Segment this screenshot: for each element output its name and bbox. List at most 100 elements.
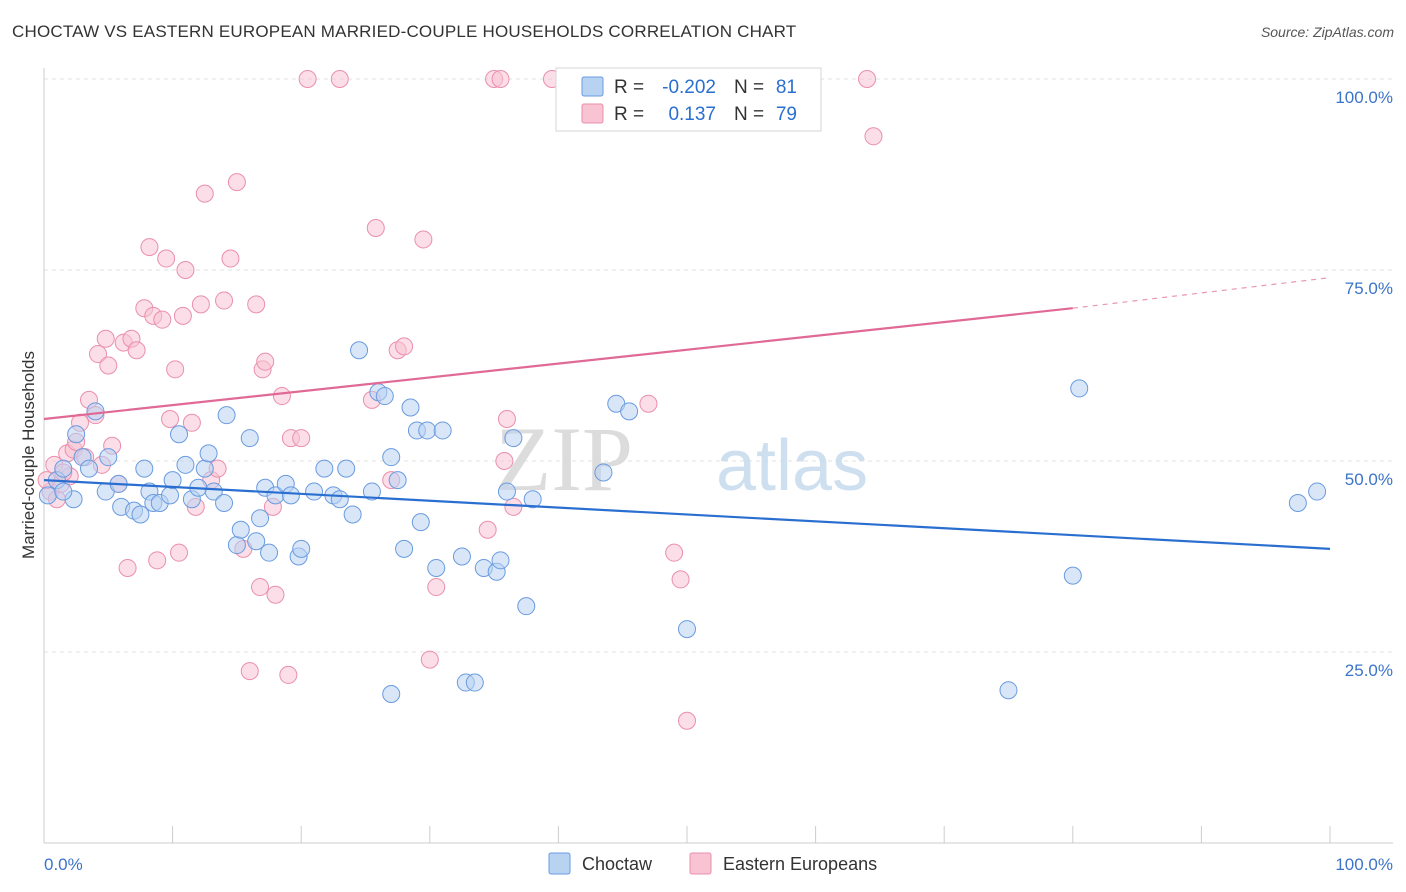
eastern-point-15: [99, 356, 118, 375]
eastern-point-36: [195, 184, 214, 203]
choctaw-point-7: [86, 402, 105, 421]
choctaw-point-75: [1063, 566, 1082, 585]
eastern-points: [37, 70, 883, 730]
choctaw-point-24: [195, 459, 214, 478]
choctaw-point-33: [251, 509, 270, 528]
choctaw-point-70: [594, 463, 613, 482]
legend-choctaw-swatch: [548, 852, 571, 875]
eastern-point-26: [153, 310, 172, 329]
axes: [43, 68, 1393, 844]
choctaw-point-80: [54, 482, 73, 501]
choctaw-point-67: [504, 429, 523, 448]
choctaw-point-13: [131, 505, 150, 524]
choctaw-point-42: [315, 459, 334, 478]
eastern-point-73: [671, 570, 690, 589]
choctaw-points: [38, 341, 1327, 704]
eastern-point-69: [504, 497, 523, 516]
choctaw-point-40: [292, 539, 311, 558]
choctaw-point-52: [388, 471, 407, 490]
y-tick-labels: 25.0% 50.0% 75.0% 100.0%: [1335, 88, 1393, 680]
eastern-point-60: [395, 337, 414, 356]
watermark-atlas: atlas: [716, 426, 868, 506]
choctaw-point-18: [161, 486, 180, 505]
eastern-point-27: [157, 249, 176, 268]
stats-legend: R = -0.202 N = 81 R = 0.137 N = 79: [555, 67, 822, 132]
eastern-point-71: [639, 394, 658, 413]
eastern-point-39: [215, 291, 234, 310]
eastern-point-30: [170, 543, 189, 562]
eastern-trendline: [43, 307, 1073, 421]
eastern-point-43: [240, 662, 259, 681]
eastern-point-68: [497, 409, 516, 428]
legend-choctaw-label: Choctaw: [582, 854, 653, 874]
choctaw-point-29: [227, 536, 246, 555]
choctaw-point-21: [176, 455, 195, 474]
eastern-r-label: R =: [614, 104, 644, 125]
choctaw-point-30: [231, 520, 250, 539]
choctaw-point-78: [1308, 482, 1327, 501]
eastern-point-74: [678, 711, 696, 730]
eastern-point-75: [858, 70, 877, 88]
eastern-point-33: [182, 413, 201, 432]
y-tick-label-50: 50.0%: [1345, 470, 1393, 489]
bottom-legend: Choctaw Eastern Europeans: [548, 852, 877, 875]
choctaw-point-50: [375, 387, 394, 406]
eastern-point-66: [491, 70, 510, 88]
eastern-point-29: [166, 360, 185, 379]
eastern-point-31: [173, 306, 192, 325]
eastern-point-35: [191, 295, 210, 314]
eastern-point-23: [140, 238, 159, 257]
choctaw-point-72: [620, 402, 639, 421]
chart-title: CHOCTAW VS EASTERN EUROPEAN MARRIED-COUP…: [12, 22, 797, 41]
x-tick-label-max: 100.0%: [1335, 855, 1393, 874]
eastern-point-25: [148, 551, 167, 570]
choctaw-point-4: [67, 425, 86, 444]
choctaw-point-45: [337, 459, 356, 478]
legend-eastern-swatch: [689, 852, 712, 875]
choctaw-point-58: [427, 558, 446, 577]
y-tick-label-100: 100.0%: [1335, 88, 1393, 107]
choctaw-n-label: N =: [734, 77, 764, 98]
eastern-swatch: [581, 103, 604, 124]
eastern-point-67: [495, 452, 514, 470]
choctaw-point-65: [491, 551, 510, 570]
choctaw-point-54: [401, 398, 420, 417]
choctaw-trendline: [43, 479, 1331, 550]
eastern-point-53: [292, 429, 311, 448]
eastern-point-47: [256, 352, 275, 371]
gridlines: [44, 78, 1393, 653]
watermark-zip: ZIP: [495, 408, 633, 510]
choctaw-point-59: [433, 421, 452, 440]
choctaw-point-48: [362, 482, 381, 501]
y-tick-label-25: 25.0%: [1345, 661, 1393, 680]
x-tick-label-min: 0.0%: [44, 855, 83, 874]
choctaw-point-56: [411, 513, 430, 532]
choctaw-point-69: [523, 490, 542, 509]
eastern-point-12: [89, 345, 108, 364]
choctaw-point-73: [678, 620, 696, 639]
legend-eastern-label: Eastern Europeans: [723, 854, 877, 874]
eastern-point-55: [330, 70, 349, 88]
choctaw-point-60: [452, 547, 471, 566]
choctaw-point-74: [999, 681, 1018, 700]
choctaw-point-25: [199, 444, 218, 463]
eastern-point-14: [96, 329, 115, 348]
eastern-r-value: 0.137: [668, 104, 716, 125]
choctaw-point-47: [350, 341, 369, 360]
eastern-point-32: [176, 261, 195, 279]
choctaw-point-14: [135, 459, 154, 478]
y-tick-label-75: 75.0%: [1345, 279, 1393, 298]
choctaw-point-77: [1288, 494, 1307, 513]
eastern-point-54: [298, 70, 317, 88]
choctaw-point-66: [497, 482, 516, 501]
eastern-point-19: [118, 558, 137, 577]
y-axis-label: Married-couple Households: [19, 351, 38, 559]
eastern-point-49: [266, 585, 285, 604]
eastern-point-21: [127, 341, 146, 360]
eastern-point-63: [427, 578, 446, 597]
choctaw-point-32: [247, 532, 266, 551]
choctaw-point-53: [395, 539, 414, 558]
eastern-point-61: [414, 230, 433, 249]
eastern-point-45: [251, 578, 270, 597]
choctaw-point-46: [343, 505, 362, 524]
